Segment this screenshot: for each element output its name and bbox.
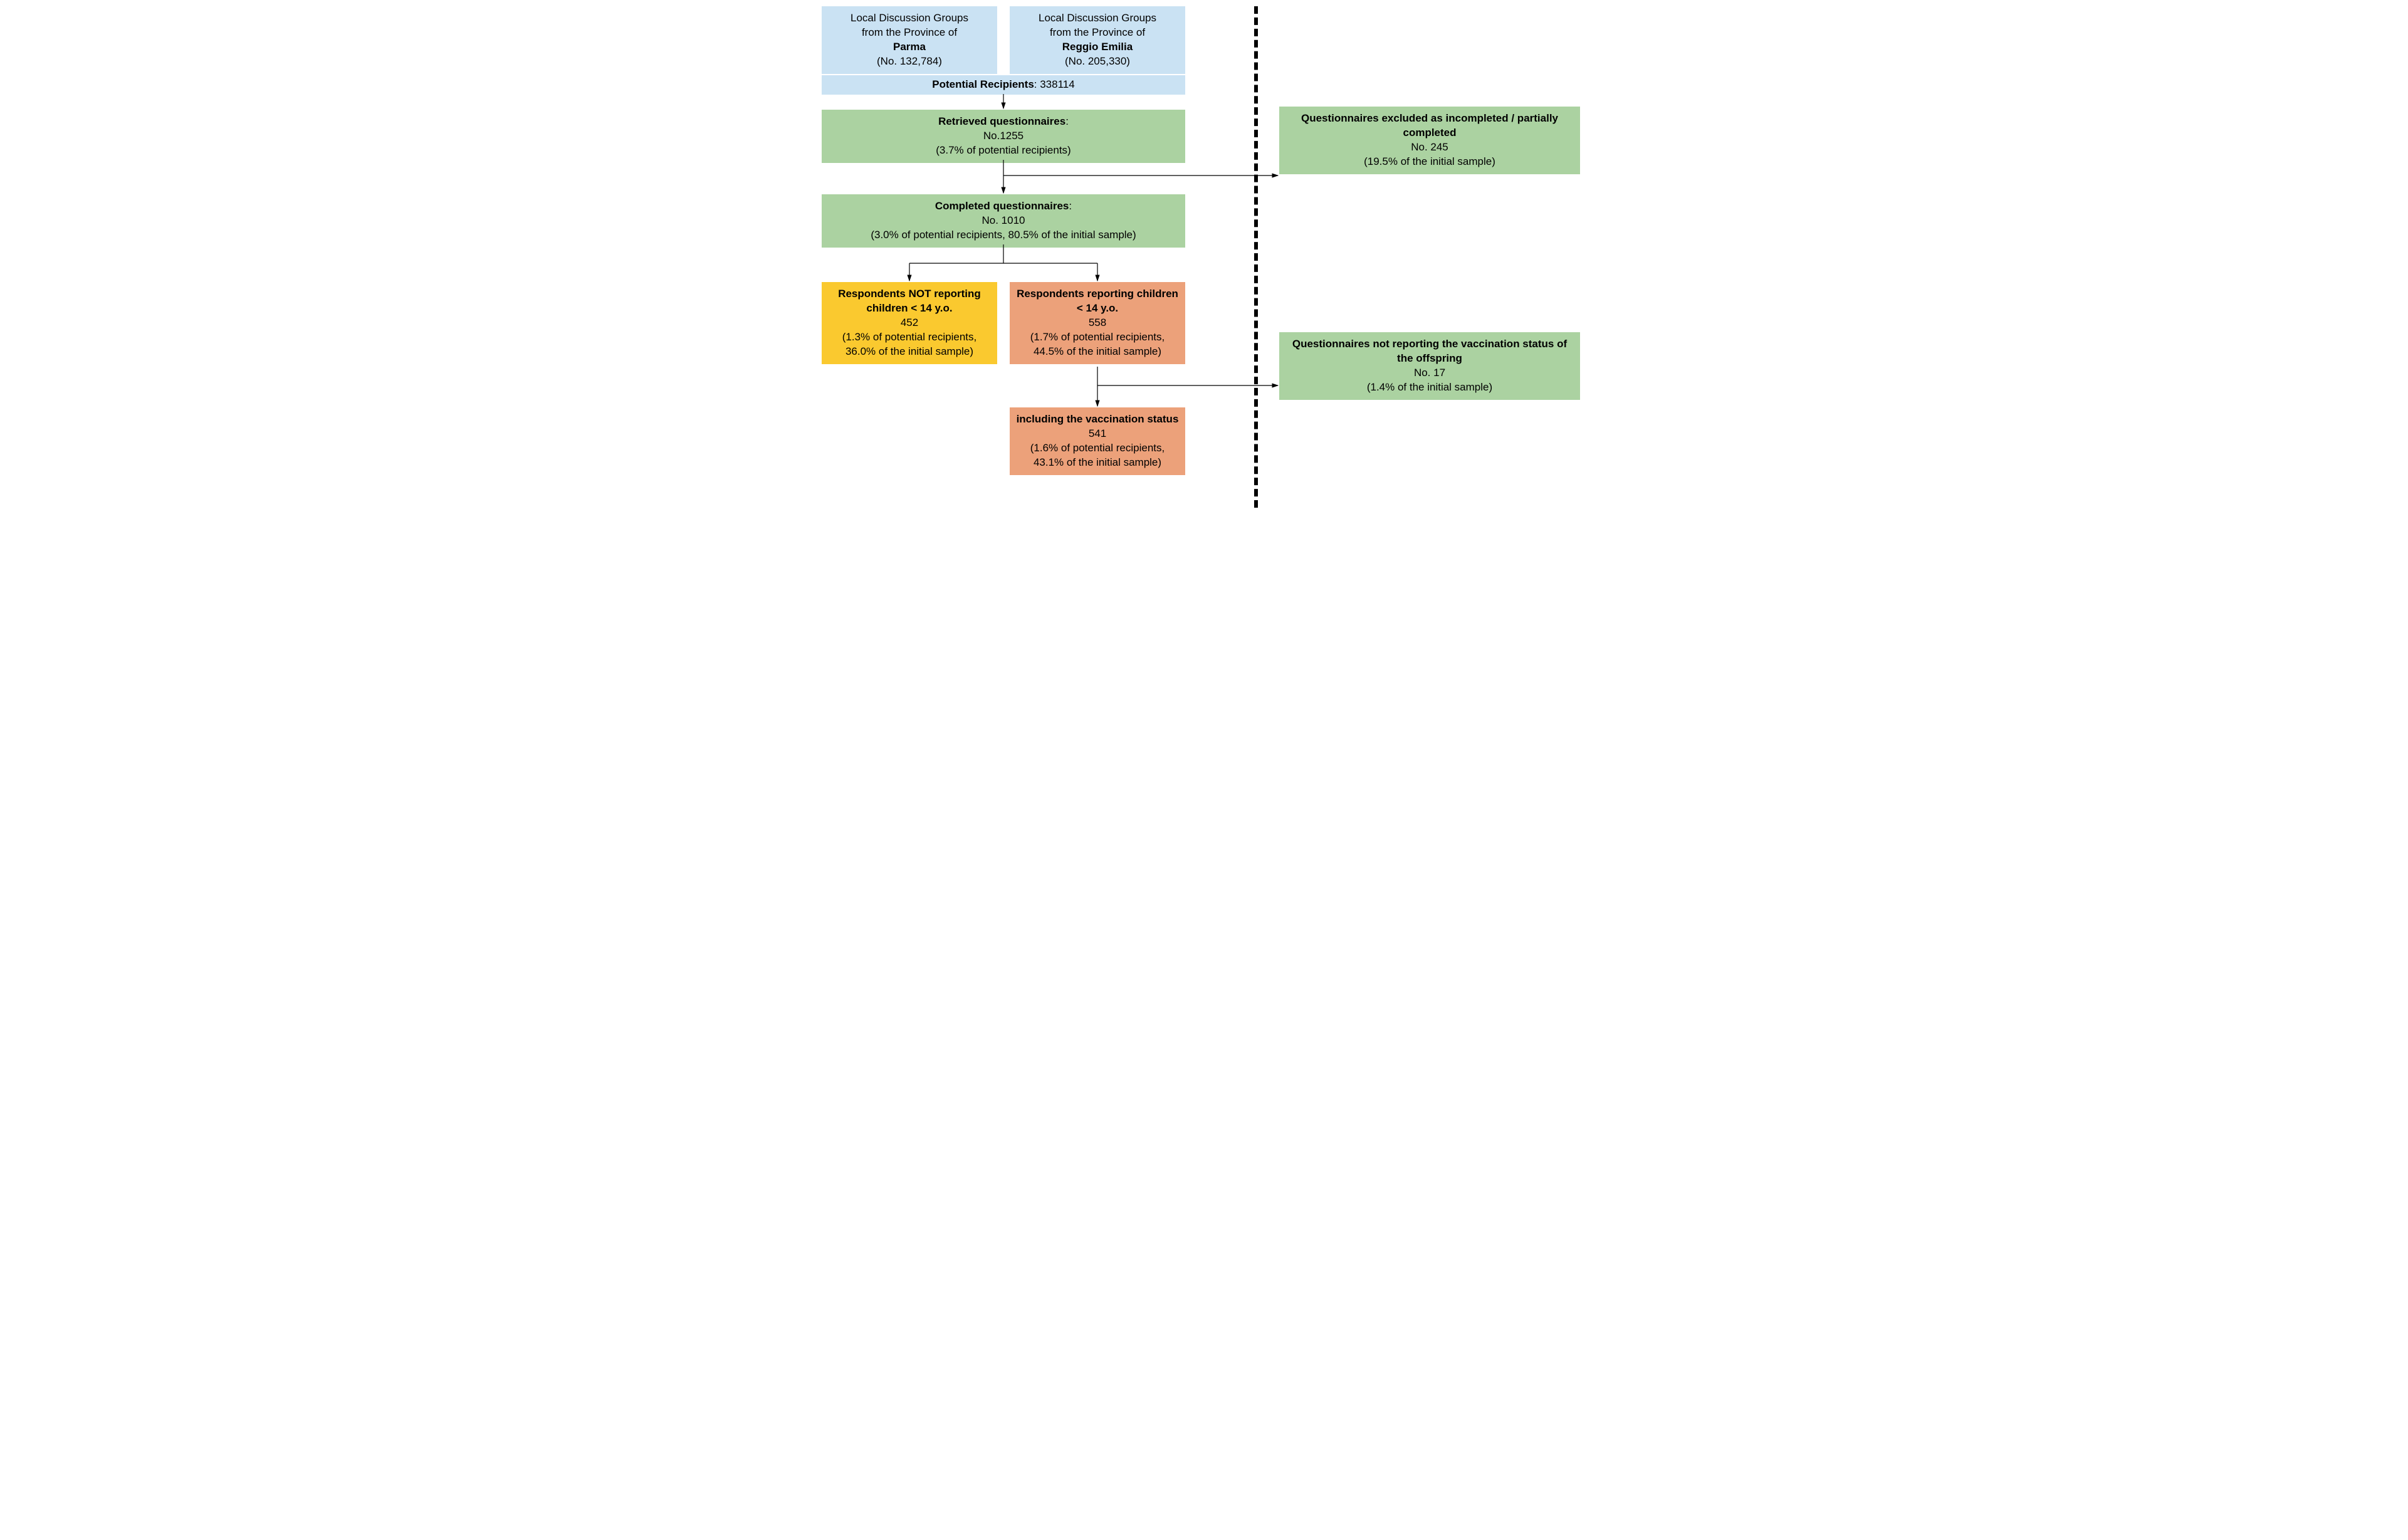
excluded-title: Questionnaires excluded as incompleted /… bbox=[1301, 112, 1558, 139]
potential-value: : 338114 bbox=[1034, 78, 1075, 90]
including-vacc-count: 541 bbox=[1089, 427, 1106, 439]
potential-label: Potential Recipients bbox=[932, 78, 1034, 90]
box-retrieved: Retrieved questionnaires: No.1255 (3.7% … bbox=[822, 110, 1185, 163]
reggio-line2: from the Province of bbox=[1050, 26, 1145, 38]
no-children-title: Respondents NOT reporting children < 14 … bbox=[838, 288, 981, 314]
children-count: 558 bbox=[1089, 317, 1106, 328]
box-children: Respondents reporting children < 14 y.o.… bbox=[1010, 282, 1185, 364]
retrieved-count: No.1255 bbox=[983, 130, 1023, 142]
completed-pct: (3.0% of potential recipients, 80.5% of … bbox=[871, 229, 1136, 241]
reggio-line1: Local Discussion Groups bbox=[1039, 12, 1156, 24]
parma-line2: from the Province of bbox=[862, 26, 957, 38]
box-parma: Local Discussion Groups from the Provinc… bbox=[822, 6, 997, 74]
excluded-count: No. 245 bbox=[1411, 141, 1448, 153]
reggio-count: (No. 205,330) bbox=[1065, 55, 1130, 67]
parma-line1: Local Discussion Groups bbox=[851, 12, 968, 24]
not-reporting-vacc-title: Questionnaires not reporting the vaccina… bbox=[1292, 338, 1567, 364]
completed-count: No. 1010 bbox=[982, 214, 1025, 226]
no-children-pct: (1.3% of potential recipients, 36.0% of … bbox=[842, 331, 977, 357]
box-reggio: Local Discussion Groups from the Provinc… bbox=[1010, 6, 1185, 74]
parma-count: (No. 132,784) bbox=[877, 55, 942, 67]
box-potential: Potential Recipients: 338114 bbox=[822, 75, 1185, 95]
retrieved-pct: (3.7% of potential recipients) bbox=[936, 144, 1071, 156]
box-completed: Completed questionnaires: No. 1010 (3.0%… bbox=[822, 194, 1185, 248]
parma-name: Parma bbox=[893, 41, 926, 53]
box-not-reporting-vacc: Questionnaires not reporting the vaccina… bbox=[1279, 332, 1580, 400]
reggio-name: Reggio Emilia bbox=[1062, 41, 1133, 53]
box-no-children: Respondents NOT reporting children < 14 … bbox=[822, 282, 997, 364]
retrieved-title: Retrieved questionnaires bbox=[938, 115, 1065, 127]
completed-title: Completed questionnaires bbox=[935, 200, 1069, 212]
not-reporting-vacc-pct: (1.4% of the initial sample) bbox=[1367, 381, 1492, 393]
including-vacc-title: including the vaccination status bbox=[1017, 413, 1179, 425]
flowchart-canvas: Local Discussion Groups from the Provinc… bbox=[803, 0, 1605, 514]
box-including-vacc: including the vaccination status 541 (1.… bbox=[1010, 407, 1185, 475]
including-vacc-pct: (1.6% of potential recipients, 43.1% of … bbox=[1030, 442, 1165, 468]
children-title: Respondents reporting children < 14 y.o. bbox=[1017, 288, 1178, 314]
no-children-count: 452 bbox=[901, 317, 918, 328]
excluded-pct: (19.5% of the initial sample) bbox=[1364, 155, 1495, 167]
box-excluded: Questionnaires excluded as incompleted /… bbox=[1279, 107, 1580, 174]
not-reporting-vacc-count: No. 17 bbox=[1414, 367, 1445, 379]
vertical-dashed-divider bbox=[1254, 6, 1258, 508]
children-pct: (1.7% of potential recipients, 44.5% of … bbox=[1030, 331, 1165, 357]
